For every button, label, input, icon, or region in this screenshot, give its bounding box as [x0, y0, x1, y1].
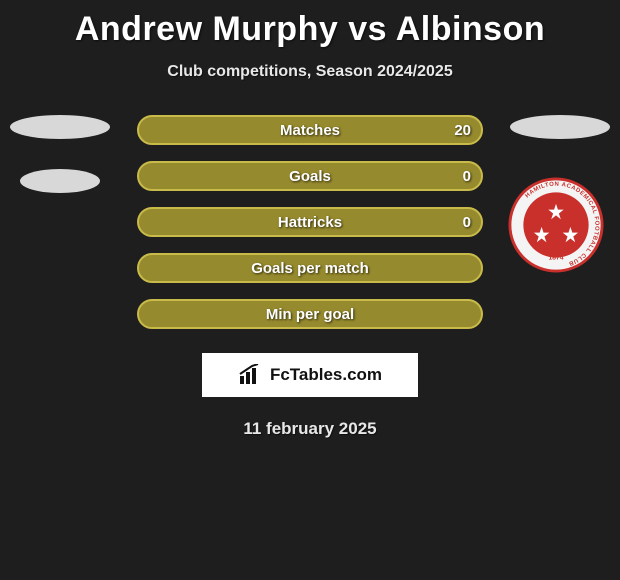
placeholder-ellipse	[20, 169, 100, 193]
bar-row-hattricks: Hattricks 0	[137, 207, 483, 237]
bar-row-matches: Matches 20	[137, 115, 483, 145]
bars-container: Matches 20 Goals 0 Hattricks 0 Goals per…	[137, 115, 483, 329]
subtitle: Club competitions, Season 2024/2025	[0, 63, 620, 81]
bar-value-right: 0	[463, 207, 471, 237]
placeholder-ellipse	[10, 115, 110, 139]
brand-badge: FcTables.com	[202, 353, 418, 397]
comparison-chart: HAMILTON ACADEMICAL FOOTBALL CLUB 1874 M…	[0, 115, 620, 329]
chart-icon	[238, 364, 264, 386]
date-text: 11 february 2025	[0, 419, 620, 439]
placeholder-ellipse	[510, 115, 610, 139]
bar-row-goals: Goals 0	[137, 161, 483, 191]
bar-value-right: 20	[454, 115, 471, 145]
bar-label: Goals per match	[137, 253, 483, 283]
bar-row-min-per-goal: Min per goal	[137, 299, 483, 329]
bar-row-goals-per-match: Goals per match	[137, 253, 483, 283]
player-left-badges	[10, 115, 110, 215]
bar-value-right: 0	[463, 161, 471, 191]
bar-label: Hattricks	[137, 207, 483, 237]
brand-text: FcTables.com	[270, 365, 382, 385]
page-title: Andrew Murphy vs Albinson	[0, 0, 620, 49]
bar-label: Min per goal	[137, 299, 483, 329]
svg-text:1874: 1874	[549, 255, 564, 262]
bar-label: Matches	[137, 115, 483, 145]
club-crest: HAMILTON ACADEMICAL FOOTBALL CLUB 1874	[508, 177, 604, 273]
bar-label: Goals	[137, 161, 483, 191]
